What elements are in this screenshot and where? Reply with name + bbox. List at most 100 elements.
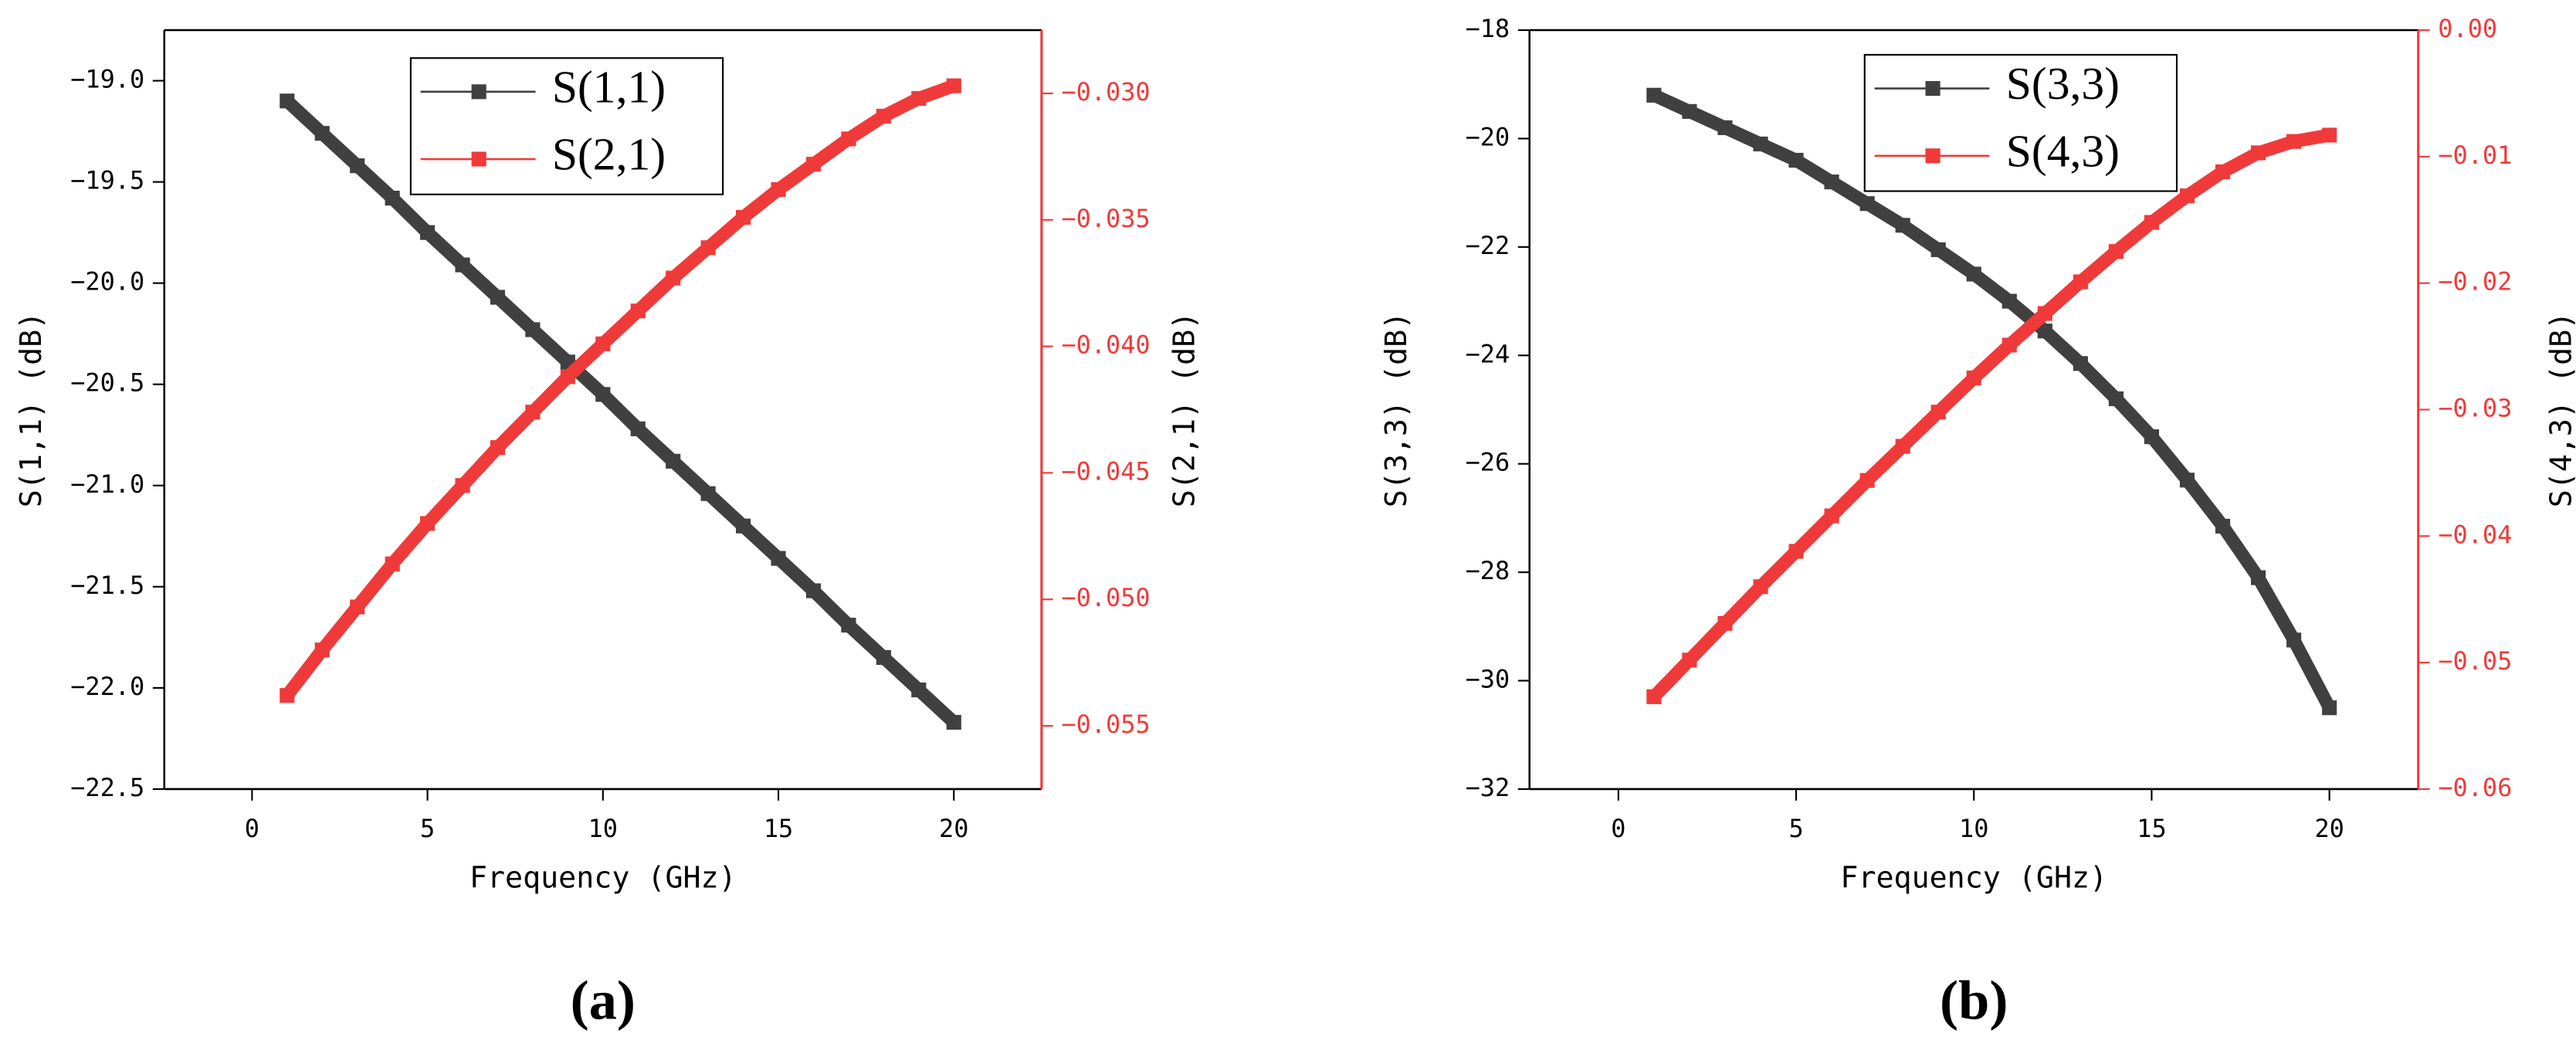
x-tick-label: 10: [1959, 814, 1988, 843]
legend-marker: [1925, 148, 1940, 164]
marker: [805, 583, 822, 598]
y-tick-label: −21.0: [70, 469, 144, 499]
y2-tick-label: −0.050: [1061, 583, 1150, 612]
legend-label: S(1,1): [552, 61, 666, 112]
legend-marker: [471, 151, 486, 167]
y-tick-label: −24: [1466, 339, 1510, 368]
marker: [1717, 120, 1733, 135]
marker: [1646, 87, 1662, 103]
marker: [2215, 518, 2231, 534]
marker: [630, 303, 646, 319]
marker: [1930, 405, 1946, 420]
y2-tick-label: −0.030: [1061, 77, 1150, 107]
y2-tick-label: −0.06: [2438, 773, 2512, 802]
marker: [1859, 473, 1875, 488]
caption: (a): [571, 969, 636, 1031]
legend-box: [1863, 53, 2178, 192]
marker: [2037, 324, 2052, 339]
legend-label: S(3,3): [2006, 58, 2120, 109]
y2-tick-label: −0.05: [2438, 646, 2512, 676]
marker: [455, 257, 470, 273]
marker: [876, 108, 891, 124]
marker: [2286, 632, 2302, 648]
x-tick-label: 0: [1611, 814, 1625, 843]
caption: (b): [1940, 969, 2008, 1031]
marker: [1824, 175, 1839, 190]
x-tick-label: 20: [2314, 814, 2344, 843]
marker: [525, 405, 541, 420]
marker: [2322, 127, 2337, 143]
marker: [525, 322, 541, 337]
marker: [490, 290, 506, 305]
y-tick-label: −20: [1466, 122, 1510, 151]
y-tick-label: −18: [1466, 14, 1510, 43]
y-tick-label: −21.5: [70, 571, 144, 600]
marker: [2001, 293, 2017, 309]
marker: [771, 181, 786, 198]
marker: [946, 78, 961, 93]
marker: [2037, 306, 2052, 321]
y-axis-label: S(1,1) (dB): [14, 312, 49, 508]
y-tick-label: −32: [1466, 773, 1510, 802]
marker: [911, 90, 927, 107]
x-tick-label: 10: [588, 814, 618, 843]
marker: [1788, 152, 1804, 168]
x-axis-label: Frequency (GHz): [469, 860, 737, 895]
marker: [1717, 615, 1733, 631]
marker: [841, 131, 856, 147]
y2-tick-label: −0.02: [2438, 267, 2512, 296]
legend-marker: [1925, 80, 1940, 97]
marker: [2215, 164, 2231, 180]
marker: [1788, 544, 1804, 559]
marker: [280, 93, 295, 109]
x-tick-label: 15: [2137, 814, 2166, 843]
marker: [385, 191, 400, 206]
marker: [1682, 103, 1697, 119]
marker: [420, 516, 436, 531]
marker: [2251, 570, 2266, 585]
marker: [736, 209, 751, 225]
marker: [805, 157, 822, 172]
marker: [946, 714, 961, 730]
series-line: [1649, 128, 2331, 702]
marker: [1930, 242, 1946, 257]
marker: [595, 387, 611, 402]
y-tick-label: −30: [1466, 665, 1510, 694]
legend-label: S(4,3): [2006, 125, 2120, 176]
marker: [666, 270, 681, 286]
marker: [2144, 429, 2160, 445]
y-tick-label: −19.0: [70, 65, 144, 94]
marker: [2001, 337, 2017, 353]
y2-axis-label: S(4,3) (dB): [2544, 312, 2576, 508]
y-tick-label: −28: [1466, 556, 1510, 585]
x-tick-label: 20: [939, 814, 968, 843]
y2-tick-label: −0.01: [2438, 141, 2512, 170]
marker: [700, 240, 716, 256]
marker: [1682, 652, 1697, 668]
legend-marker: [471, 84, 486, 100]
marker: [700, 486, 716, 501]
y2-axis-label: S(2,1) (dB): [1168, 312, 1202, 508]
marker: [314, 642, 330, 658]
y2-tick-label: −0.055: [1061, 710, 1150, 739]
y2-tick-label: −0.045: [1061, 456, 1150, 486]
marker: [2286, 134, 2302, 149]
x-tick-label: 5: [420, 814, 435, 843]
marker: [350, 158, 365, 174]
marker: [2144, 215, 2160, 230]
y-axis-label: S(3,3) (dB): [1379, 312, 1414, 508]
marker: [595, 336, 611, 351]
legend-box: [409, 57, 724, 195]
y2-tick-label: −0.035: [1061, 204, 1150, 233]
x-tick-label: 15: [764, 814, 793, 843]
marker: [1824, 508, 1839, 524]
y-tick-label: −22.5: [70, 773, 144, 802]
x-tick-label: 0: [245, 814, 259, 843]
y-tick-label: −22.0: [70, 672, 144, 701]
marker: [736, 518, 751, 534]
marker: [1966, 370, 1981, 386]
marker: [630, 421, 646, 436]
marker: [911, 682, 927, 698]
marker: [1895, 218, 1910, 233]
